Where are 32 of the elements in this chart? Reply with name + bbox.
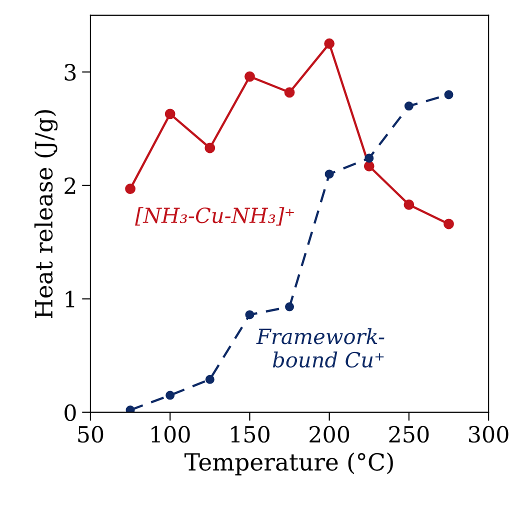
point: [324, 170, 334, 179]
point: [444, 90, 454, 100]
x-tick-label: 100: [152, 426, 190, 443]
point: [245, 310, 254, 320]
x-tick-label: 200: [310, 426, 350, 443]
point: [204, 142, 216, 154]
point: [125, 184, 136, 194]
y-tick-label: 0: [64, 404, 76, 422]
y-tick-label: 1: [66, 290, 74, 308]
point: [404, 199, 414, 210]
y-tick-label: 2: [64, 177, 76, 194]
point: [126, 406, 135, 412]
y-axis-title: Heat release (J/g): [34, 110, 58, 318]
point: [205, 374, 214, 384]
point: [166, 390, 175, 400]
point: [444, 218, 454, 230]
y-tick-label: 3: [64, 64, 76, 81]
point: [324, 38, 335, 49]
series-label: [NH₃-Cu-NH₃]⁺: [135, 207, 294, 226]
x-tick-label: 50: [78, 426, 104, 443]
x-tick-label: 150: [231, 426, 270, 443]
point: [364, 160, 374, 172]
series-label: Framework- bound Cu⁺: [256, 328, 384, 368]
point: [164, 108, 176, 120]
point: [244, 71, 255, 82]
x-tick-label: 300: [469, 426, 508, 443]
point: [285, 302, 294, 312]
x-axis-title: Temperature (°C): [184, 452, 393, 476]
point: [284, 87, 295, 98]
point: [364, 154, 374, 163]
point: [404, 102, 414, 111]
x-tick-label: 250: [389, 426, 429, 443]
